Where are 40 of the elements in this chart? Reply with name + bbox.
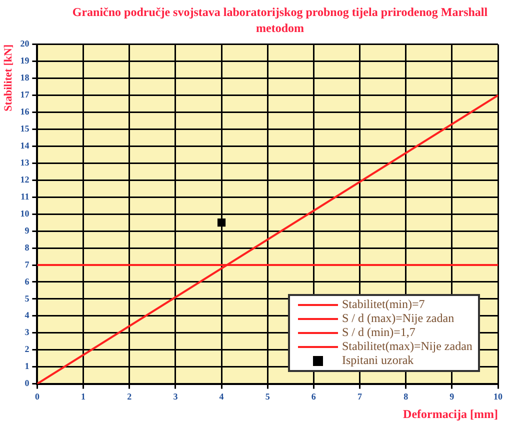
y-tick-label: 4 <box>24 310 30 320</box>
y-tick-label: 20 <box>20 38 30 49</box>
x-tick-label: 2 <box>127 392 132 402</box>
legend-label: Ispitani uzorak <box>342 353 414 368</box>
y-tick-label: 9 <box>24 225 30 236</box>
y-tick-label: 15 <box>20 124 30 134</box>
legend-label: S / d (min)=1,7 <box>342 325 416 340</box>
y-tick-label: 11 <box>20 191 30 202</box>
y-tick-label: 8 <box>24 242 30 252</box>
legend-label: S / d (max)=Nije zadan <box>342 311 454 326</box>
y-tick-label: 17 <box>20 90 30 100</box>
y-tick-label: 7 <box>24 259 30 270</box>
y-tick-label: 6 <box>24 276 30 286</box>
x-tick-label: 7 <box>358 392 363 402</box>
y-tick-label: 19 <box>20 56 30 66</box>
x-tick-label: 5 <box>265 392 270 402</box>
x-tick-label: 9 <box>450 392 455 402</box>
x-tick-label: 1 <box>81 392 86 402</box>
y-tick-label: 5 <box>24 293 30 304</box>
chart-title: Granično područje svojstava laboratorijskog probnog tijela prirodenog Marshall metodom <box>71 4 489 36</box>
y-tick-label: 16 <box>20 106 30 117</box>
y-tick-label: 12 <box>20 174 30 184</box>
legend-label: Stabilitet(min)=7 <box>342 297 425 312</box>
x-tick-label: 4 <box>219 392 224 402</box>
x-tick-label: 0 <box>34 392 40 402</box>
x-axis-title: Deformacija [mm] <box>403 406 498 421</box>
y-axis-title: Stabilitet [kN] <box>2 44 14 112</box>
y-tick-label: 3 <box>24 327 30 338</box>
x-tick-label: 8 <box>404 392 409 402</box>
y-tick-label: 13 <box>20 158 30 168</box>
y-tick-label: 10 <box>20 208 30 218</box>
x-tick-label: 6 <box>311 392 316 402</box>
y-tick-label: 18 <box>20 72 30 83</box>
y-tick-label: 1 <box>24 361 30 372</box>
y-tick-label: 14 <box>20 140 30 151</box>
legend-label: Stabilitet(max)=Nije zadan <box>342 339 472 354</box>
y-tick-label: 2 <box>24 344 30 354</box>
x-tick-label: 10 <box>494 392 503 402</box>
y-tick-label: 0 <box>24 378 30 388</box>
x-tick-label: 3 <box>173 392 178 402</box>
